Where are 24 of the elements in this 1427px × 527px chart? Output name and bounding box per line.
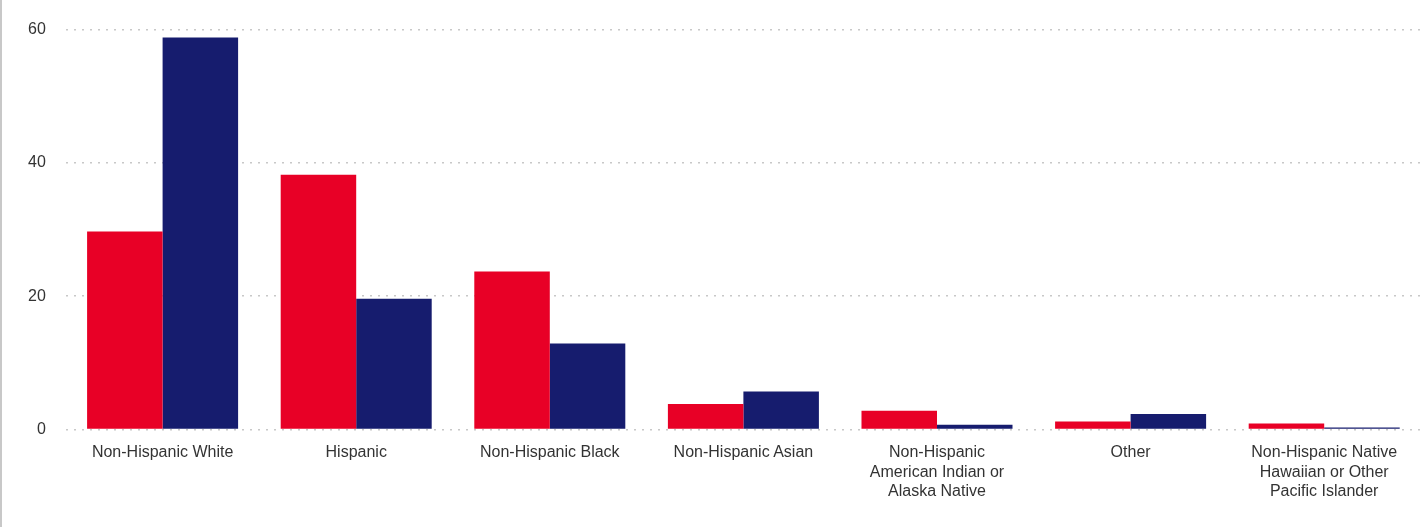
y-tick-label: 20	[28, 286, 46, 304]
x-tick-label: Hispanic	[325, 443, 387, 461]
bar	[937, 424, 1013, 429]
bar	[87, 231, 163, 429]
x-tick-label: Other	[1110, 443, 1152, 461]
x-tick-label: Non-Hispanic Asian	[673, 443, 814, 461]
bar	[549, 343, 626, 429]
bar	[1248, 423, 1325, 429]
bar	[162, 37, 239, 429]
bar	[861, 410, 937, 429]
bar	[667, 404, 744, 429]
bar	[280, 174, 357, 429]
bar	[743, 391, 819, 429]
bar	[474, 271, 550, 429]
x-tick-label: Non-Hispanic American Indian or Alaska Native	[869, 443, 1005, 499]
y-tick-label: 0	[36, 419, 46, 437]
bar	[1130, 414, 1207, 429]
x-tick-label: Non-Hispanic White	[91, 443, 234, 461]
x-tick-label: Non-Hispanic Black	[479, 443, 621, 461]
bar	[1055, 421, 1131, 429]
bar	[356, 298, 432, 429]
x-tick-label: Non-Hispanic Native Hawaiian or Other Pacific Islander	[1251, 443, 1398, 499]
y-tick-label: 40	[28, 153, 46, 171]
y-tick-label: 60	[28, 20, 46, 38]
